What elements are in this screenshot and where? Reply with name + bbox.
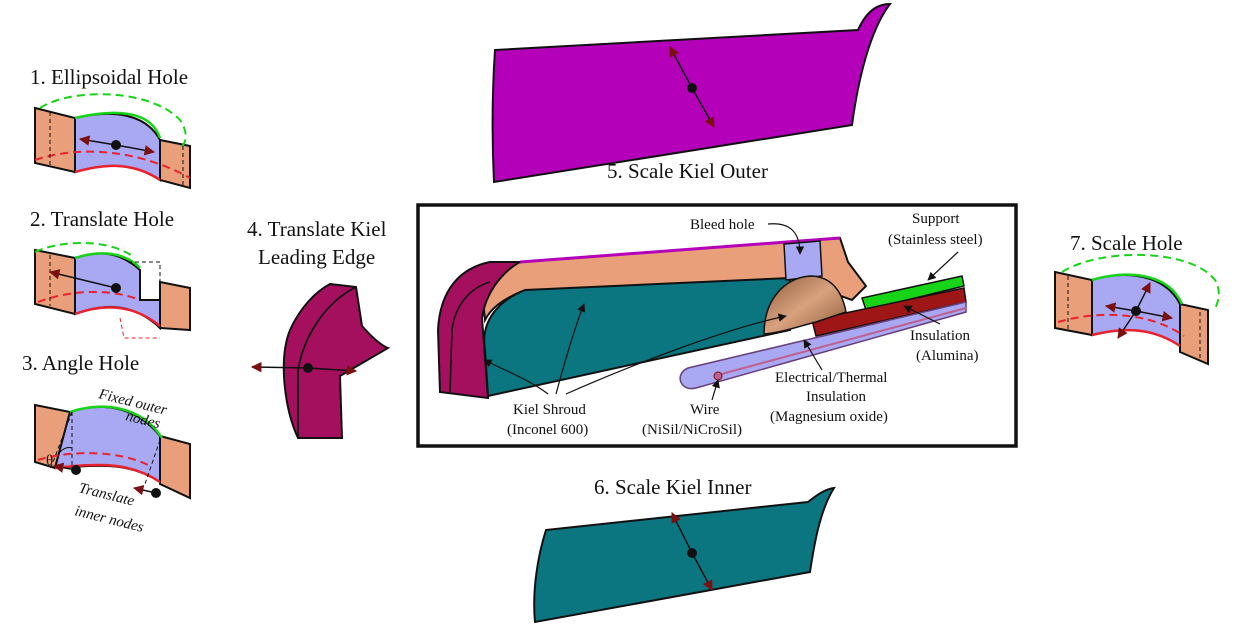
label-emi-material: (Magnesium oxide) [770,409,888,425]
right-wall-shape [159,280,191,332]
scale-arrow [671,512,693,554]
left-wall-shape [34,248,76,316]
panel-title-scale-kiel-inner: 6. Scale Kiel Inner [594,475,751,499]
panel-scale-kiel-inner: 6. Scale Kiel Inner [533,475,836,624]
shroud-leading-edge-inner [449,281,491,393]
control-node [151,488,161,498]
wire-core [713,307,967,377]
control-node [687,548,697,558]
translate-nodes-note: inner nodes [73,503,145,536]
shroud-pointer [565,313,787,395]
right-wall-shape [1179,302,1209,366]
angle-reference-line [49,411,73,471]
label-kiel-shroud: Kiel Shroud [513,402,586,418]
translate-arrow [48,269,117,289]
bleed-hole-shape [783,240,823,281]
label-insulation: Insulation [910,328,970,344]
scale-arrow [691,552,713,591]
angle-reference-line [144,439,161,485]
panel-title-angle-hole: 3. Angle Hole [22,351,139,375]
inner-contour-red-dashed [1057,313,1185,337]
mgo-insulation [679,301,967,390]
wire-pointer [711,379,720,401]
shroud-top-edge [519,236,841,264]
panel-translate-hole: 2. Translate Hole [30,207,191,339]
theta-symbol: θ [46,453,53,469]
kiel-inner-edge [297,286,357,438]
inner-contour-red [74,306,161,327]
panel-title-ellipsoidal-hole: 1. Ellipsoidal Hole [30,65,188,89]
panel-angle-hole: 3. Angle Hole θ Fixed outer nodes Transl… [22,351,191,536]
panel-title-translate-kiel: 4. Translate Kiel [247,217,387,241]
angle-arc [59,447,73,453]
label-kiel-shroud-material: (Inconel 600) [507,422,588,438]
left-wall-shape [1054,270,1093,337]
left-wall-shape [34,106,76,174]
right-wall-shape [159,434,191,500]
scale-arrow [669,46,693,89]
wire-tip [713,371,723,381]
control-node [71,465,81,475]
outer-contour-green [69,405,164,439]
control-node [687,83,697,93]
right-wall-shape [159,138,191,190]
scale-arrow [78,135,117,146]
label-emi-insulation: Electrical/Thermal [775,370,887,386]
inner-contour-red [1091,328,1181,348]
control-node [303,363,313,373]
panel-scale-hole: 7. Scale Hole [1054,231,1220,366]
label-support-material: (Stainless steel) [888,232,983,248]
scale-arrow [1135,282,1151,312]
support-tube [861,275,965,311]
outer-contour-green [74,111,162,139]
label-support: Support [912,211,960,227]
insulation-pointer [903,305,941,325]
shroud-pointer [483,359,549,395]
control-node [111,283,121,293]
inner-contour-red-dashed [34,150,191,179]
scale-arrow [1135,310,1174,322]
label-bleed-hole: Bleed hole [690,217,755,233]
control-node [1131,306,1141,316]
probe-detail-panel: Bleed hole Support (Stainless steel) Ins… [416,203,1018,448]
control-node [111,140,121,150]
support-pointer [927,251,959,281]
panel-title-scale-hole: 7. Scale Hole [1070,231,1183,255]
emi-pointer [803,339,823,371]
moved-hole-outline [128,261,161,282]
kiel-leading-edge-shape [282,282,391,439]
label-wire: Wire [690,402,720,418]
panel-title-translate-kiel: Leading Edge [258,245,375,269]
panel-translate-kiel: 4. Translate Kiel Leading Edge [247,217,391,439]
inner-contour-red [74,164,161,182]
scale-arrow [691,87,715,128]
label-insulation-material: (Alumina) [916,348,978,364]
shroud-leading-edge [436,261,521,400]
scale-arrow [115,144,156,156]
panel-title-translate-hole: 2. Translate Hole [30,207,174,231]
inner-contour-red [54,463,161,484]
inner-contour-red-dashed [37,290,141,303]
panel-ellipsoidal-hole: 1. Ellipsoidal Hole [30,65,191,190]
kiel-outer-shape [491,2,893,184]
outer-contour-green-dashed [34,241,136,259]
label-wire-material: (NiSil/NiCroSil) [642,422,742,438]
moved-hole-outline-red [119,317,160,339]
outer-contour-green [1091,273,1184,305]
shroud-pointer [555,303,586,395]
bleed-hole-pointer [767,223,805,255]
label-emi-insulation: Insulation [806,389,866,405]
translate-arrow [307,365,358,376]
outer-contour-green [74,252,141,269]
scale-arrow [1104,302,1137,313]
outer-contour-green-dashed [1061,253,1220,311]
kiel-inner-shape [533,486,836,624]
panel-scale-kiel-outer: 5. Scale Kiel Outer [491,2,893,184]
panel-title-scale-kiel-outer: 5. Scale Kiel Outer [607,159,768,183]
scale-arrow [1117,310,1137,339]
outer-contour-green-dashed [39,93,187,149]
inner-contour-red-dashed [37,452,151,467]
translate-arrow [250,361,309,373]
